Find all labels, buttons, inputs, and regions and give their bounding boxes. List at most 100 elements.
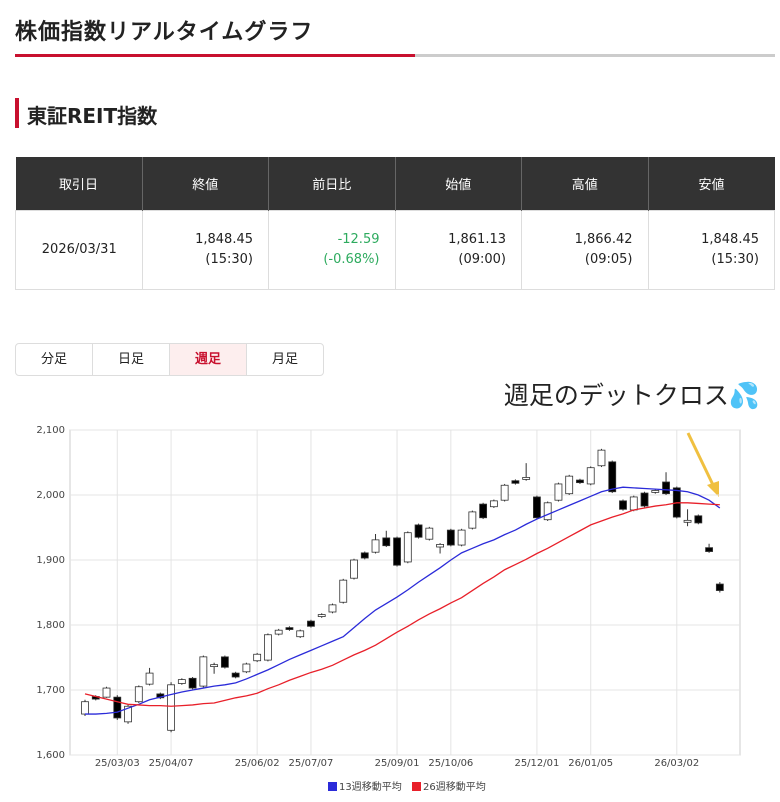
moving-average-line: [85, 486, 721, 715]
candle-body: [479, 503, 488, 519]
candle-body: [489, 500, 498, 508]
x-tick-label: 25/06/02: [235, 758, 280, 769]
candle-body: [705, 547, 713, 552]
x-tick-label: 26/01/05: [568, 758, 613, 769]
cell-line: -12.59: [337, 232, 380, 247]
x-tick-label: 25/12/01: [514, 758, 559, 769]
table-cell: 1,848.45 (15:30): [647, 210, 775, 290]
column-header: 終値: [142, 157, 269, 211]
candle-body: [608, 461, 617, 493]
legend-label: 26週移動平均: [423, 780, 486, 793]
candle-body: [414, 524, 423, 538]
candle-body: [619, 500, 627, 510]
period-tab[interactable]: 分足: [16, 344, 93, 375]
candle-body: [662, 481, 670, 495]
candle-body: [565, 475, 574, 495]
cell-line: (09:05): [584, 252, 633, 267]
candle-body: [102, 687, 111, 698]
candle-body: [629, 496, 638, 511]
candle-body: [597, 449, 606, 467]
period-tab[interactable]: 月足: [271, 352, 298, 367]
cell-line: 1,866.42: [574, 232, 633, 247]
table-header: 取引日 終値 前日比 始値 高値 安値: [15, 157, 775, 211]
x-tick-label: 25/09/01: [375, 758, 420, 769]
candle-body: [576, 479, 584, 484]
candle-body: [296, 630, 305, 638]
x-tick-label: 25/04/07: [149, 758, 194, 769]
y-tick-label: 1,700: [36, 685, 65, 696]
candle-body: [285, 627, 294, 630]
x-tick-label: 26/03/02: [654, 758, 699, 769]
y-tick-label: 1,600: [36, 750, 65, 761]
candle-body: [145, 672, 154, 685]
cell-line: 1,848.45: [195, 232, 253, 247]
candle-body: [231, 672, 240, 678]
candle-body: [533, 496, 541, 519]
page-title: 株価指数リアルタイムグラフ: [15, 20, 314, 45]
column-header: 前日比: [268, 157, 396, 211]
annotation-arrow: [686, 432, 716, 488]
candle-body: [264, 634, 272, 661]
candle-body: [242, 663, 251, 673]
table-cell: 2026/03/31: [15, 210, 143, 290]
column-header: 安値: [648, 157, 775, 211]
candle-body: [683, 519, 692, 523]
candle-body: [500, 484, 509, 501]
period-tab[interactable]: 週足: [170, 344, 247, 375]
annotation: 週足のデットクロス💦: [503, 381, 760, 410]
candle-body: [554, 483, 563, 501]
moving-average-line: [84, 502, 720, 707]
candle-body: [586, 467, 595, 485]
candle-body: [199, 656, 208, 687]
y-tick-label: 2,100: [36, 425, 65, 436]
cell-line: 1,848.45: [701, 232, 759, 247]
legend-swatch: [328, 782, 337, 791]
candle-body: [371, 539, 380, 553]
candle-body: [715, 583, 724, 591]
candle-body: [307, 620, 315, 627]
candle-body: [543, 502, 552, 521]
candle-body: [339, 579, 348, 603]
quote-table: 取引日 終値 前日比 始値 高値 安値 2026/03/31 1,848.45 (15:30) -…: [15, 157, 775, 290]
candle-body: [317, 614, 326, 617]
candle-body: [403, 532, 412, 563]
candle-body: [436, 543, 444, 548]
cell-line: 2026/03/31: [41, 242, 117, 257]
x-tick-label: 25/03/03: [95, 758, 140, 769]
candle-body: [177, 679, 186, 684]
y-tick-label: 2,000: [36, 490, 65, 501]
candle-body: [446, 529, 455, 546]
candle-body: [694, 515, 703, 524]
annotation-arrowhead: [707, 481, 719, 497]
candle-body: [393, 537, 401, 566]
chart: 1,600 1,700 1,800 1,900 2,000 2,100 25/03/03 25…: [36, 425, 741, 793]
candle-body: [511, 480, 520, 484]
candle-body: [468, 511, 477, 529]
candle-body: [651, 490, 660, 493]
candle-body: [350, 559, 358, 579]
period-tabs: 分足 日足 週足 月足: [15, 343, 324, 376]
cell-line: (15:30): [205, 252, 253, 267]
candle-body: [457, 529, 466, 546]
candle-body: [425, 527, 434, 540]
table-cell: -12.59 (-0.68%): [268, 210, 396, 290]
column-header: 始値: [395, 157, 522, 211]
candle-body: [328, 604, 337, 613]
candle-body: [640, 492, 649, 507]
candle-body: [210, 664, 219, 667]
candle-body: [124, 705, 132, 723]
candle-body: [81, 701, 89, 715]
period-tab[interactable]: 日足: [93, 344, 170, 375]
table-cell: 1,866.42 (09:05): [521, 210, 649, 290]
y-tick-label: 1,800: [36, 620, 65, 631]
x-tick-label: 25/07/07: [288, 758, 333, 769]
candle-body: [134, 686, 143, 703]
column-header: 高値: [521, 157, 649, 211]
candle-body: [522, 477, 531, 480]
legend-swatch: [412, 782, 421, 791]
table-body: 2026/03/31 1,848.45 (15:30) -12.59 (-0.68%) 1…: [15, 210, 775, 290]
legend-label: 13週移動平均: [339, 780, 402, 793]
